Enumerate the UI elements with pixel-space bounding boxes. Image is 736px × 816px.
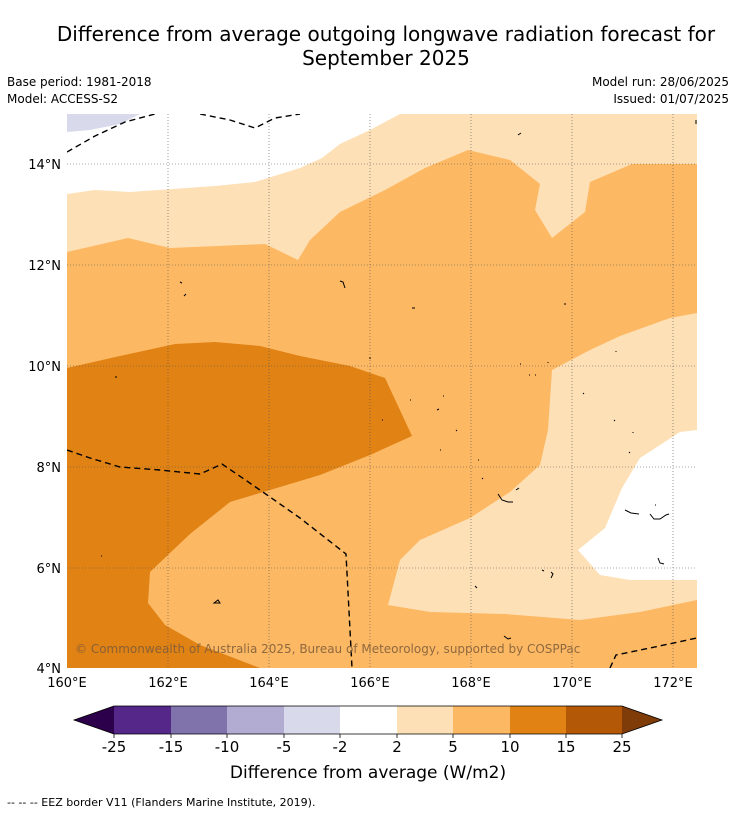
colorbar: -25 -15 -10 -5 -2 2 5 10 15 25 Differenc… <box>72 705 664 783</box>
colorbar-bin-5 <box>340 706 397 734</box>
colorbar-extend-high <box>622 706 662 734</box>
lat-tick-10: 10°N <box>28 360 61 375</box>
lat-ticks: 14°N 12°N 10°N 8°N 6°N 4°N <box>28 158 61 677</box>
colorbar-tick-25: 25 <box>612 738 631 756</box>
band-10-15 <box>67 342 412 668</box>
colorbar-bin-6 <box>397 706 453 734</box>
lon-tick-166: 166°E <box>350 676 390 691</box>
lat-tick-12: 12°N <box>28 259 61 274</box>
colorbar-tick-5: 5 <box>448 738 458 756</box>
colorbar-extend-low <box>74 706 114 734</box>
lon-tick-170: 170°E <box>552 676 592 691</box>
map-area: © Commonwealth of Australia 2025, Bureau… <box>67 114 697 668</box>
lat-tick-4: 4°N <box>37 662 62 677</box>
issued-date: Issued: 01/07/2025 <box>613 92 729 106</box>
colorbar-tick-neg10: -10 <box>215 738 240 756</box>
band-neg5-neg2-corner <box>67 114 140 132</box>
lon-tick-164: 164°E <box>249 676 289 691</box>
colorbar-bin-9 <box>566 706 622 734</box>
eez-border <box>67 114 697 668</box>
colorbar-tick-2: 2 <box>392 738 402 756</box>
meta-left: Base period: 1981-2018 Model: ACCESS-S2 <box>7 74 152 108</box>
title-line-2: September 2025 <box>302 46 470 70</box>
island-outlines <box>101 120 697 640</box>
copyright-notice: © Commonwealth of Australia 2025, Bureau… <box>75 642 580 656</box>
colorbar-tick-neg15: -15 <box>159 738 184 756</box>
colorbar-tick-neg2: -2 <box>333 738 348 756</box>
colorbar-bin-3 <box>227 706 284 734</box>
lon-tick-162: 162°E <box>148 676 188 691</box>
chart-title: Difference from average outgoing longwav… <box>0 22 736 70</box>
lat-tick-8: 8°N <box>37 461 62 476</box>
band-neg2-2-east <box>578 430 697 580</box>
lon-tick-172: 172°E <box>653 676 693 691</box>
meta-right: Model run: 28/06/2025 Issued: 01/07/2025 <box>592 74 729 108</box>
graticule <box>67 114 697 668</box>
colorbar-tick-10: 10 <box>500 738 519 756</box>
model-name: Model: ACCESS-S2 <box>7 92 119 106</box>
base-period: Base period: 1981-2018 <box>7 75 152 89</box>
band-neg2-2-north <box>67 114 400 194</box>
colorbar-bin-8 <box>510 706 566 734</box>
lon-tick-168: 168°E <box>451 676 491 691</box>
colorbar-tick-neg5: -5 <box>277 738 292 756</box>
colorbar-label: Difference from average (W/m2) <box>230 763 506 783</box>
colorbar-bin-1 <box>114 706 171 734</box>
colorbar-bin-7 <box>453 706 510 734</box>
lon-ticks: 160°E 162°E 164°E 166°E 168°E 170°E 172°… <box>47 676 693 691</box>
lon-tick-160: 160°E <box>47 676 87 691</box>
colorbar-tick-15: 15 <box>556 738 575 756</box>
colorbar-tick-neg25: -25 <box>102 738 127 756</box>
colorbar-bin-4 <box>284 706 340 734</box>
lat-tick-14: 14°N <box>28 158 61 173</box>
title-line-1: Difference from average outgoing longwav… <box>56 22 716 46</box>
model-run: Model run: 28/06/2025 <box>591 75 729 89</box>
lat-tick-6: 6°N <box>37 562 62 577</box>
colorbar-bin-2 <box>171 706 227 734</box>
eez-legend: -- -- -- EEZ border V11 (Flanders Marine… <box>7 796 316 809</box>
